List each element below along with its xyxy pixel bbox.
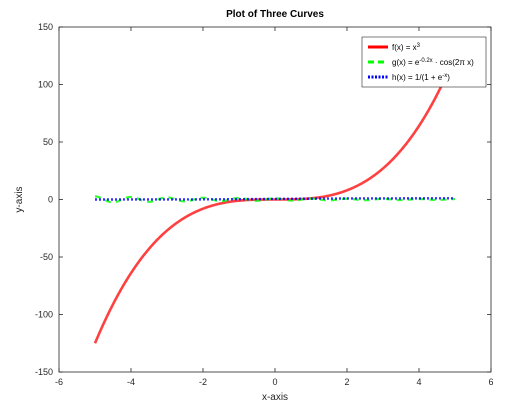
x-tick-label: 0 bbox=[272, 377, 277, 387]
x-tick-label: -4 bbox=[127, 377, 135, 387]
legend-label-2: g(x) = e-0.2x · cos(2π x) bbox=[392, 58, 474, 67]
legend: f(x) = x3 g(x) = e-0.2x · cos(2π x) h(x) =… bbox=[361, 36, 487, 88]
series-line-1 bbox=[93, 55, 457, 344]
legend-items: f(x) = x3 g(x) = e-0.2x · cos(2π x) h(x) =… bbox=[368, 43, 474, 82]
series-layer bbox=[93, 55, 457, 344]
x-tick-label: -2 bbox=[199, 377, 207, 387]
y-tick-label: 50 bbox=[43, 137, 53, 147]
ticks-layer: -6 -4 -2 0 2 4 6 -150 -100 -50 0 50 100 150 bbox=[35, 22, 494, 387]
x-axis-label: x-axis bbox=[262, 392, 288, 403]
x-tick-label: -6 bbox=[55, 377, 63, 387]
legend-label-1: f(x) = x3 bbox=[392, 43, 421, 52]
y-axis-label: y-axis bbox=[14, 186, 25, 212]
x-tick-label: 6 bbox=[488, 377, 493, 387]
x-tick-label: 2 bbox=[344, 377, 349, 387]
x-tick-label: 4 bbox=[416, 377, 421, 387]
y-tick-label: 150 bbox=[38, 22, 53, 32]
y-tick-label: -100 bbox=[35, 310, 53, 320]
legend-label-3: h(x) = 1/(1 + e-x) bbox=[392, 73, 450, 82]
chart-title: Plot of Three Curves bbox=[226, 9, 324, 20]
y-tick-label: -150 bbox=[35, 367, 53, 377]
y-tick-label: -50 bbox=[40, 252, 53, 262]
y-tick-label: 0 bbox=[48, 195, 53, 205]
y-tick-label: 100 bbox=[38, 80, 53, 90]
series-line-3 bbox=[95, 197, 455, 201]
